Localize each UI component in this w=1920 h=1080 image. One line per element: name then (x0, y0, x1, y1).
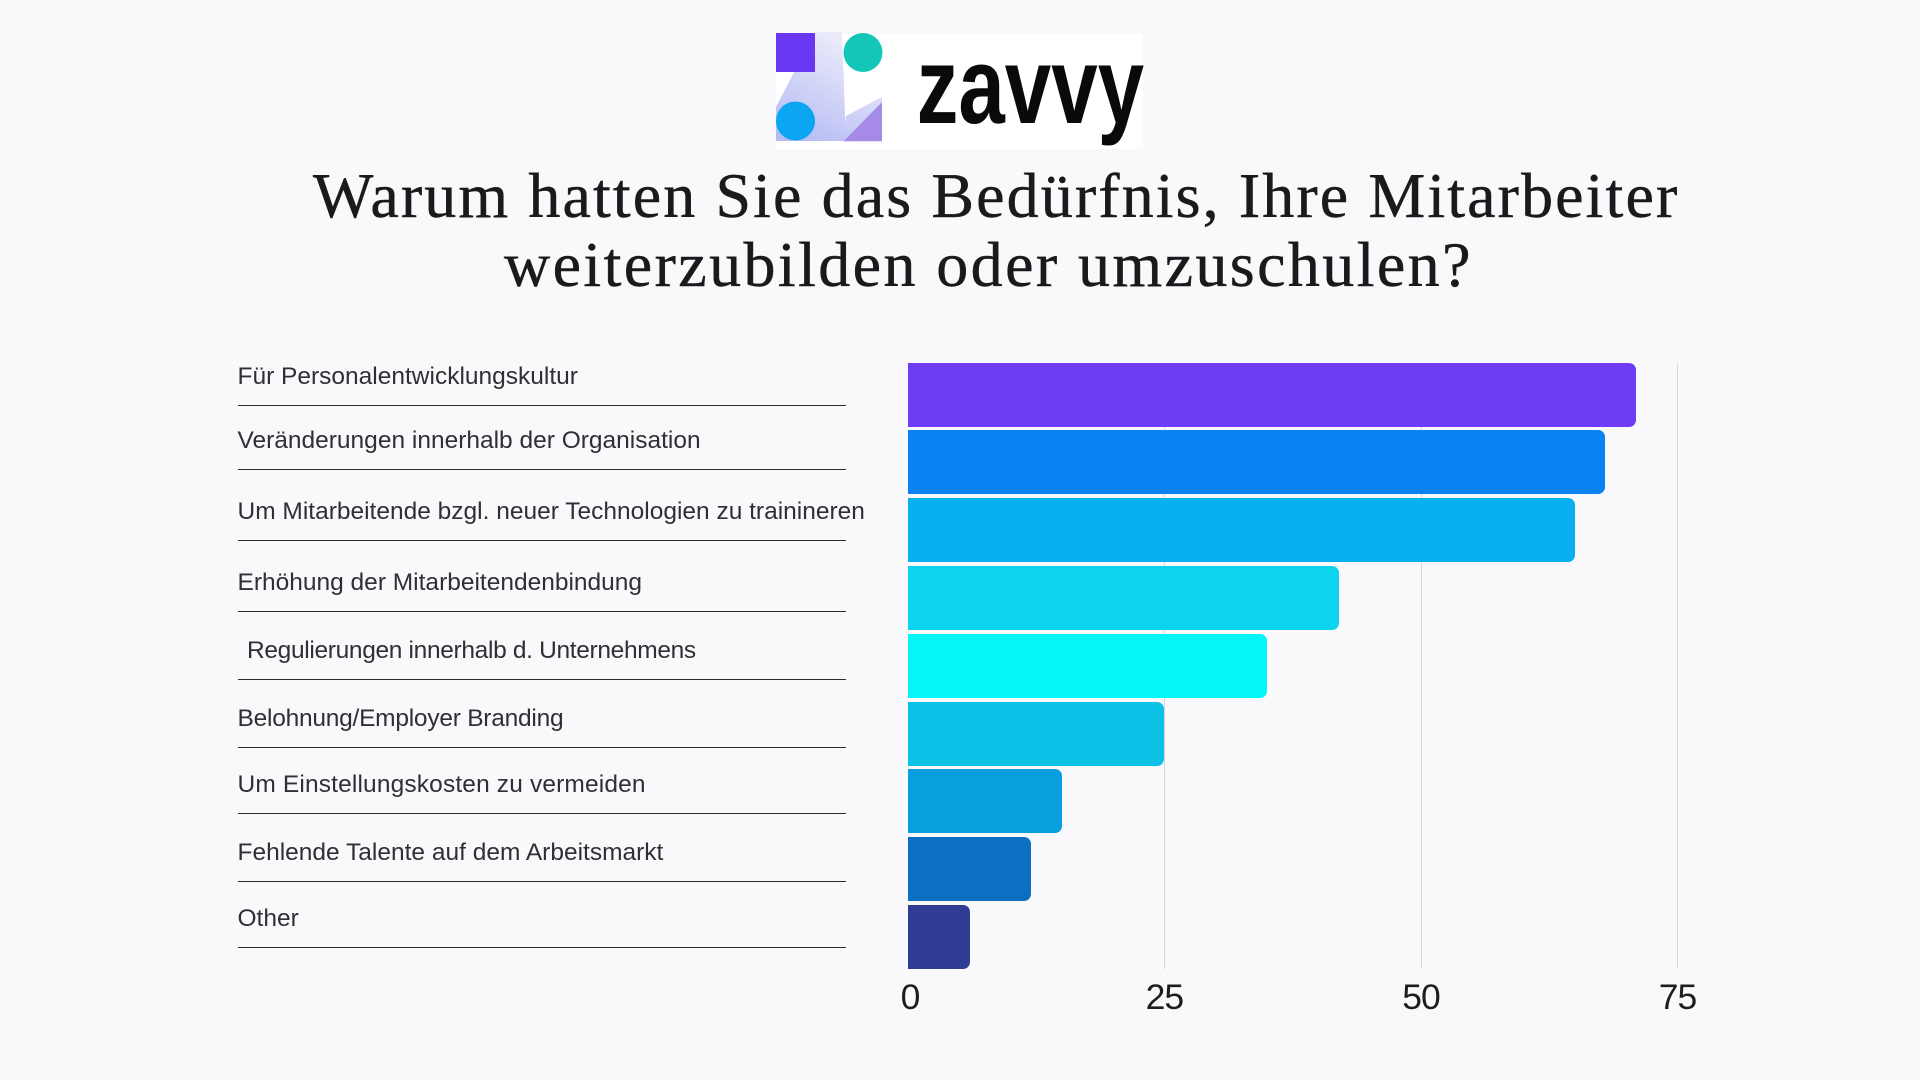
svg-text:zavvy: zavvy (917, 40, 1145, 147)
